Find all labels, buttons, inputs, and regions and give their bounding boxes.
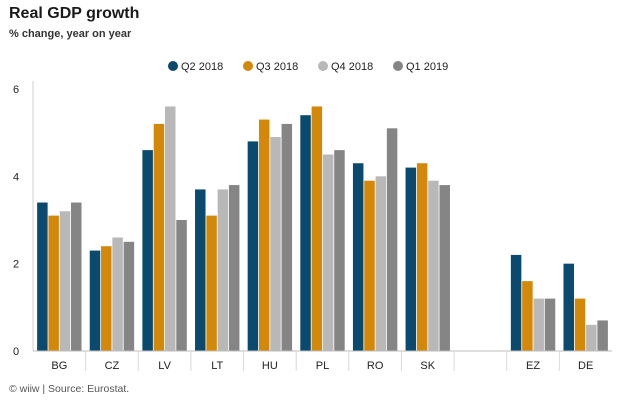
x-axis: BG CZ LV LT HU PL RO SK EZ DE [33, 350, 612, 372]
chart-subtitle: % change, year on year [9, 28, 132, 40]
bar [195, 189, 206, 351]
bar [59, 211, 71, 351]
bar [416, 163, 428, 351]
x-tick-label: EZ [526, 360, 540, 372]
bar [37, 202, 48, 351]
legend-label: Q2 2018 [181, 61, 223, 73]
bar [311, 106, 323, 351]
x-tick-label: BG [51, 360, 67, 372]
bar [48, 215, 59, 351]
bar [258, 119, 270, 351]
y-tick-label: 4 [13, 171, 19, 183]
chart-source: © wiiw | Source: Eurostat. [9, 383, 130, 395]
bar [228, 185, 240, 351]
x-tick-label: RO [367, 360, 384, 372]
bar [101, 246, 112, 351]
bar [112, 237, 123, 351]
bar [334, 150, 345, 351]
legend-marker [168, 61, 178, 71]
bar [375, 176, 387, 351]
bar [352, 163, 364, 351]
x-tick-label: PL [316, 360, 329, 372]
x-tick-label: HU [262, 360, 278, 372]
bar [281, 123, 293, 352]
bar [428, 180, 439, 351]
legend-label: Q1 2019 [406, 61, 448, 73]
bar [510, 254, 522, 351]
y-tick-label: 0 [13, 346, 19, 358]
bar [439, 185, 450, 351]
bars-group [37, 106, 608, 352]
bar [142, 150, 153, 351]
y-axis: 0 2 4 6 [13, 81, 34, 358]
bar [364, 180, 375, 351]
bar [71, 202, 82, 351]
bar [89, 250, 101, 351]
legend-marker [243, 61, 253, 71]
bar [153, 123, 165, 352]
bar [563, 263, 574, 351]
bar [533, 298, 544, 351]
x-tick-label: SK [420, 360, 435, 372]
y-tick-label: 6 [13, 84, 19, 96]
bar [405, 167, 417, 351]
chart-legend: Q2 2018 Q3 2018 Q4 2018 Q1 2019 [168, 61, 448, 73]
bar [386, 128, 398, 351]
legend-label: Q3 2018 [256, 61, 298, 73]
bar [123, 241, 135, 351]
legend-marker [393, 61, 403, 71]
x-tick-label: DE [578, 360, 593, 372]
bar [217, 189, 229, 351]
chart-title: Real GDP growth [9, 5, 140, 22]
x-tick-label: LT [211, 360, 223, 372]
y-tick-label: 2 [13, 259, 19, 271]
legend-label: Q4 2018 [331, 61, 373, 73]
bar [247, 141, 259, 351]
bar [544, 298, 556, 351]
bar [522, 281, 533, 351]
bar [176, 220, 187, 351]
legend-marker [318, 61, 328, 71]
bar [322, 154, 334, 351]
bar [206, 215, 217, 351]
bar [164, 106, 176, 351]
x-tick-label: CZ [105, 360, 120, 372]
bar [586, 324, 597, 351]
bar [574, 298, 586, 351]
bar [300, 115, 311, 351]
x-tick-label: LV [158, 360, 171, 372]
bar [597, 320, 608, 351]
bar [270, 137, 281, 351]
